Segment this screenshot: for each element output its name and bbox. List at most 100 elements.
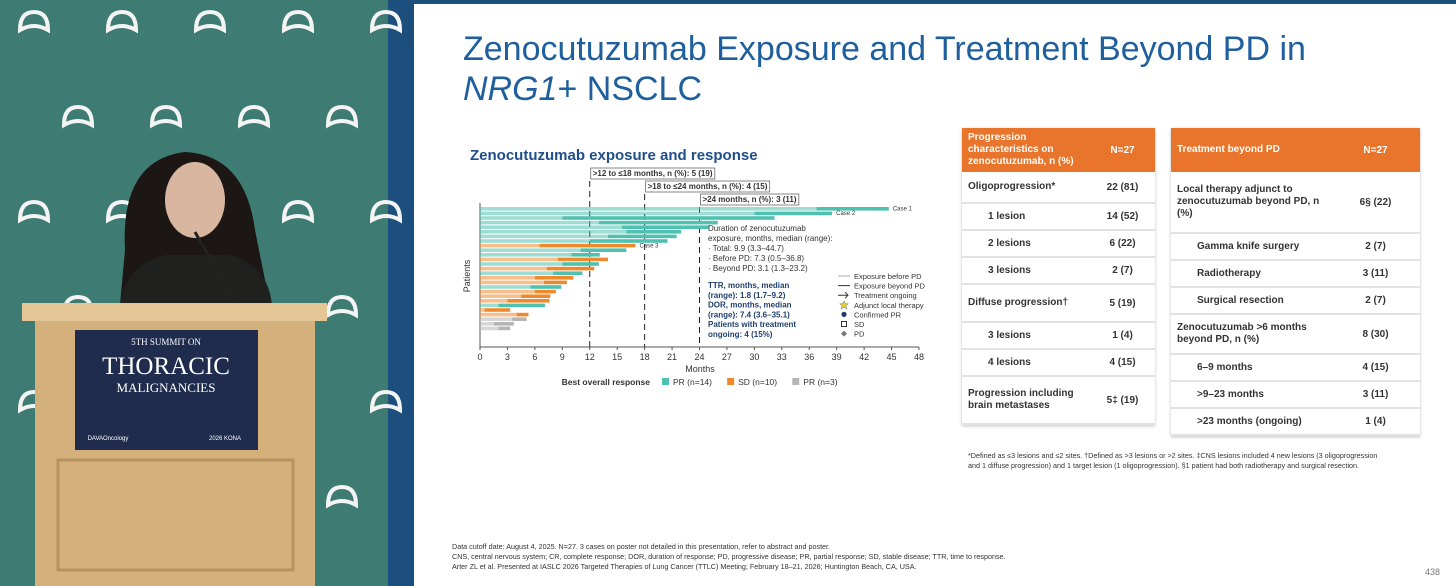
header-cell: Treatment beyond PD	[1177, 144, 1280, 155]
sign-text: THORACIC	[102, 353, 230, 380]
x-tick-label: 42	[859, 352, 869, 362]
case-label: Case 2	[836, 211, 856, 217]
wall-logo	[193, 9, 227, 34]
table-row: >9–23 months 3 (11)	[1171, 382, 1420, 409]
header-cell: N=27	[1363, 144, 1388, 156]
row-value: 1 (4)	[1112, 330, 1133, 341]
bar-beyond-pd	[493, 322, 514, 326]
podium-panel	[56, 458, 295, 572]
row-value: 8 (30)	[1362, 328, 1389, 340]
row-label: >23 months (ongoing)	[1197, 415, 1302, 427]
stat-text: DOR, months, median	[708, 301, 792, 310]
row-value: 5 (19)	[1109, 297, 1136, 309]
x-tick-label: 24	[694, 352, 704, 362]
bar-beyond-pd	[507, 299, 550, 303]
row-label: Progression including brain metastases	[968, 388, 1074, 411]
bar-beyond-pd	[534, 276, 574, 280]
legend-label: PR (n=14)	[673, 377, 712, 387]
wall-logo	[17, 199, 51, 224]
slide-title: NRG1+ NSCLC	[463, 70, 702, 108]
bar-beyond-pd	[608, 234, 677, 239]
bar-beyond-pd	[544, 280, 567, 285]
title-italic: NRG1	[463, 70, 557, 108]
bar-before-pd	[480, 276, 535, 280]
row-value: 3 (11)	[1362, 268, 1389, 279]
symbol	[839, 300, 849, 310]
bar-before-pd	[480, 285, 531, 289]
row-label: 1 lesion	[988, 210, 1026, 222]
stat-text: (range): 7.4 (3.6–35.1)	[708, 310, 790, 319]
wall-logo	[369, 199, 403, 224]
wall-logo	[281, 9, 315, 34]
bar-beyond-pd	[621, 225, 709, 229]
bar-before-pd	[480, 234, 609, 239]
bar-before-pd	[480, 289, 535, 294]
bar-before-pd	[480, 211, 755, 216]
footer-line: Data cutoff date: August 4, 2025. N=27. …	[452, 542, 831, 551]
symbol-label: SD	[854, 320, 865, 329]
bar-before-pd	[480, 262, 563, 266]
wall-logo	[281, 199, 315, 224]
sign-logo: DAVAOncology	[88, 436, 129, 442]
speaker-body	[120, 255, 272, 305]
title-rest: + NSCLC	[557, 70, 702, 108]
reference-box	[590, 167, 716, 180]
x-tick-label: 33	[777, 352, 787, 362]
row-value: 22 (81)	[1106, 181, 1139, 193]
wall-logo	[17, 9, 51, 34]
bar-beyond-pd	[598, 220, 718, 225]
table-row: Progression including brain metastases 5‡…	[962, 377, 1155, 425]
row-label: Gamma knife surgery	[1197, 240, 1300, 252]
bar-beyond-pd	[580, 248, 627, 252]
row-value: 5‡ (19)	[1106, 394, 1139, 406]
x-axis-label: Months	[685, 364, 715, 374]
bar-before-pd	[480, 207, 817, 211]
row-label: 4 lesions	[988, 356, 1031, 368]
x-tick-label: 36	[804, 352, 814, 362]
page-number: 438	[1425, 567, 1440, 577]
row-value: 1 (4)	[1365, 416, 1386, 427]
x-tick-label: 12	[585, 352, 595, 362]
row-label: Oligoprogression*	[968, 181, 1056, 192]
reference-box	[645, 180, 771, 193]
x-tick-label: 6	[532, 352, 537, 362]
table-row: 4 lesions 4 (15)	[962, 350, 1155, 377]
row-value: 14 (52)	[1106, 211, 1139, 222]
case-label: Case 1	[893, 207, 913, 213]
bar-beyond-pd	[626, 230, 682, 234]
table-footnote: *Defined as ≤3 lesions and ≤2 sites. †De…	[968, 451, 1378, 470]
bar-beyond-pd	[498, 326, 511, 331]
wall-logo	[369, 9, 403, 34]
table-header: Treatment beyond PD N=27	[1171, 128, 1420, 172]
bar-before-pd	[480, 239, 590, 243]
symbol	[841, 330, 847, 337]
bar-before-pd	[480, 225, 622, 229]
bar-before-pd	[480, 280, 545, 285]
row-label: >9–23 months	[1197, 388, 1264, 400]
table-progression: Progression characteristics on zenocutuz…	[962, 128, 1155, 425]
x-tick-label: 21	[667, 352, 677, 362]
row-label: Radiotherapy	[1197, 267, 1261, 279]
symbol-label: Exposure before PD	[854, 272, 922, 281]
reference-label: >12 to ≤18 months, n (%): 5 (19)	[593, 169, 713, 178]
row-value: 2 (7)	[1112, 265, 1133, 276]
table-row: Surgical resection 2 (7)	[1171, 288, 1420, 315]
bar-beyond-pd	[816, 207, 889, 211]
x-tick-label: 15	[612, 352, 622, 362]
bar-beyond-pd	[498, 303, 545, 308]
bar-beyond-pd	[539, 243, 636, 248]
stat-text: · Beyond PD: 3.1 (1.3–23.2)	[708, 264, 808, 273]
bar-beyond-pd	[562, 216, 775, 220]
row-label: Surgical resection	[1197, 294, 1284, 306]
bar-before-pd	[480, 312, 517, 317]
slide-title: Zenocutuzumab Exposure and Treatment Bey…	[463, 30, 1306, 68]
bar-beyond-pd	[557, 257, 609, 262]
wall-logo	[105, 9, 139, 34]
bar-before-pd	[480, 230, 627, 234]
stat-text: exposure, months, median (range):	[708, 234, 833, 243]
podium-top	[22, 303, 327, 321]
table-row: 1 lesion 14 (52)	[962, 204, 1155, 231]
wall-logo	[325, 484, 359, 509]
x-tick-label: 27	[722, 352, 732, 362]
legend-swatch	[662, 378, 669, 385]
